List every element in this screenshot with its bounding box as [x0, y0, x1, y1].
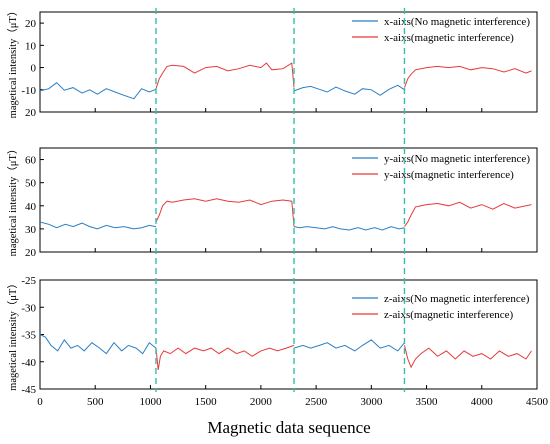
y-tick-label: 20 — [25, 107, 37, 119]
plot-frame — [39, 147, 538, 253]
y-tick-label: 20 — [25, 247, 37, 259]
y-tick-label: -25 — [21, 275, 36, 287]
y-tick-label: -10 — [21, 85, 36, 97]
panel-z-axis: -45 -40 -35 -30 -25 0 500 1000 1500 2000 2500 3000 3… — [7, 275, 549, 408]
series-line-interference — [155, 62, 295, 89]
panel-x-axis: 20 -10 0 10 20 magetical intensity（μT） x-aixs(… — [7, 6, 538, 119]
x-tick-label: 3500 — [416, 396, 439, 408]
legend-label: x-aixs(magnetic interference) — [384, 32, 514, 44]
legend-label: z-aixs(No magnetic interference) — [384, 293, 530, 305]
x-tick-label: 1000 — [139, 396, 162, 408]
x-tick-label: 4500 — [526, 396, 549, 408]
series-line-no-interference — [293, 339, 405, 352]
y-tick-label: -45 — [21, 384, 36, 396]
series-line-no-interference — [39, 334, 157, 355]
panel-y-axis: 20 30 40 50 60 magetical intensity（μT） y-aixs(… — [7, 144, 538, 259]
y-tick-label: 20 — [25, 18, 37, 30]
x-axis-label: Magnetic data sequence — [207, 418, 370, 437]
series-line-interference — [404, 65, 532, 88]
series-line-no-interference — [293, 84, 405, 96]
y-tick-label: -40 — [21, 357, 36, 369]
series-line-interference — [155, 198, 295, 227]
y-tick-label: 50 — [25, 178, 37, 190]
series-line-interference — [155, 344, 295, 370]
x-tick-label: 2500 — [305, 396, 328, 408]
separator-lines — [155, 8, 406, 392]
y-tick-label: 40 — [25, 201, 37, 213]
y-tick-label: 60 — [25, 155, 37, 167]
series-line-no-interference — [39, 82, 157, 100]
y-axis-label: magetical intensity（μT） — [7, 6, 19, 119]
plot-frame — [39, 11, 538, 113]
y-tick-label: -35 — [21, 330, 36, 342]
series-line-interference — [404, 345, 532, 369]
y-tick-label: 0 — [31, 63, 37, 75]
x-tick-label: 1500 — [195, 396, 218, 408]
series-line-no-interference — [293, 226, 405, 231]
y-tick-label: 10 — [25, 40, 37, 52]
x-tick-label: 2000 — [250, 396, 273, 408]
series-line-interference — [404, 201, 532, 227]
y-tick-label: 30 — [25, 224, 37, 236]
series-line-no-interference — [39, 221, 157, 230]
legend-label: z-aixs(magnetic interference) — [384, 309, 514, 321]
y-tick-label: -30 — [21, 302, 36, 314]
x-tick-label: 4000 — [471, 396, 494, 408]
x-tick-label: 500 — [87, 396, 104, 408]
x-tick-label: 0 — [37, 396, 43, 408]
x-tick-label: 3000 — [360, 396, 383, 408]
legend-label: x-aixs(No magnetic interference) — [384, 16, 530, 28]
legend-label: y-aixs(magnetic interference) — [384, 169, 514, 181]
y-axis-label: magetical intensity（μT） — [7, 278, 19, 391]
legend-label: y-aixs(No magnetic interference) — [384, 153, 530, 165]
y-axis-label: magetical intensity（μT） — [7, 144, 19, 257]
